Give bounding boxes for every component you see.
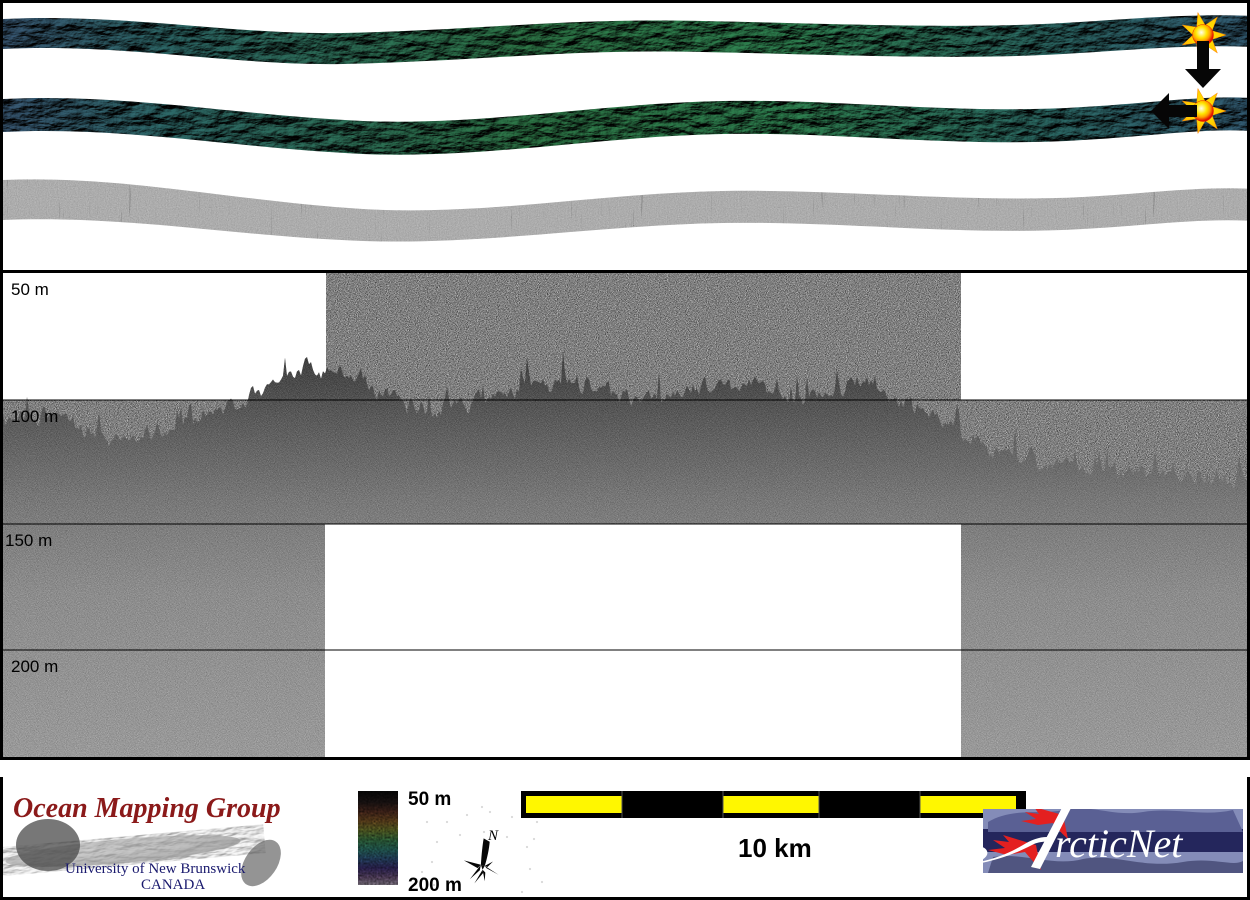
svg-text:200 m: 200 m bbox=[11, 657, 58, 676]
svg-text:50 m: 50 m bbox=[408, 789, 451, 810]
svg-text:10 km: 10 km bbox=[738, 833, 812, 863]
svg-text:150 m: 150 m bbox=[5, 531, 52, 550]
svg-text:50 m: 50 m bbox=[11, 280, 49, 299]
svg-text:100 m: 100 m bbox=[11, 407, 58, 426]
svg-text:rcticNet: rcticNet bbox=[1055, 821, 1183, 866]
svg-text:N: N bbox=[487, 828, 499, 844]
